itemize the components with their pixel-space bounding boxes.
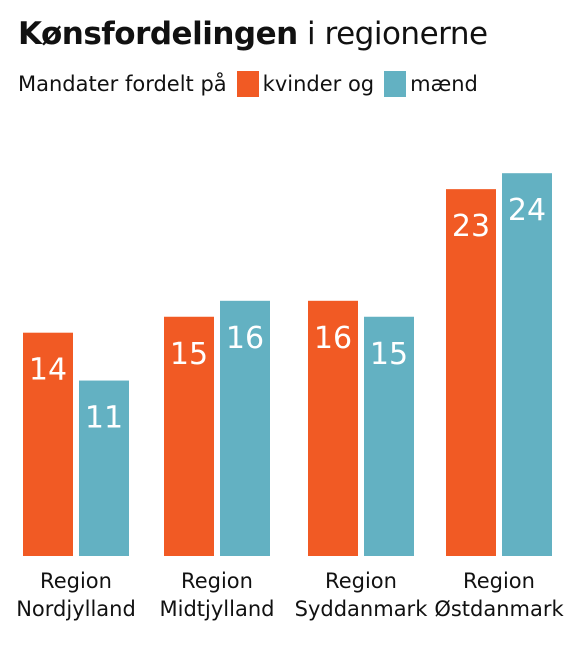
- legend-swatch-men: [384, 71, 407, 97]
- chart-title: Kønsfordelingen i regionerne: [18, 14, 488, 54]
- bar-women: [23, 332, 73, 556]
- bar-value-label: 11: [85, 401, 123, 436]
- bar-men: [364, 316, 414, 556]
- category-label: Region: [325, 569, 397, 593]
- bar-group: 23 24 Region Østdanmark: [434, 173, 564, 621]
- bar-group: 15 16 Region Midtjylland: [160, 300, 275, 621]
- bar-value-label: 23: [452, 209, 490, 244]
- chart-title-bold: Kønsfordelingen: [18, 16, 298, 52]
- legend-swatch-women: [236, 71, 259, 97]
- bar-women: [164, 316, 214, 556]
- chart-subtitle: Mandater fordelt på kvinder og mænd: [18, 70, 478, 98]
- legend-label-women: kvinder og: [262, 72, 375, 96]
- legend-label-men: mænd: [410, 72, 478, 96]
- bar-value-label: 14: [29, 353, 67, 388]
- bar-women: [308, 300, 358, 556]
- bar-value-label: 16: [226, 321, 264, 356]
- category-label: Nordjylland: [16, 597, 136, 621]
- category-label: Region: [463, 569, 535, 593]
- bar-group: 14 11 Region Nordjylland: [16, 332, 136, 621]
- category-label: Østdanmark: [434, 597, 564, 621]
- bar-value-label: 15: [170, 337, 208, 372]
- bar-group: 16 15 Region Syddanmark: [295, 300, 429, 621]
- bar-men: [79, 380, 129, 556]
- category-label: Region: [181, 569, 253, 593]
- category-label: Midtjylland: [160, 597, 275, 621]
- bar-value-label: 24: [508, 193, 546, 228]
- bar-men: [220, 300, 270, 556]
- bar-women: [446, 189, 496, 556]
- subtitle-lead: Mandater fordelt på: [18, 72, 227, 96]
- chart-title-rest: i regionerne: [297, 16, 488, 52]
- bar-value-label: 15: [370, 337, 408, 372]
- bar-men: [502, 173, 552, 556]
- category-label: Syddanmark: [295, 597, 429, 621]
- bar-value-label: 16: [314, 321, 352, 356]
- category-label: Region: [40, 569, 112, 593]
